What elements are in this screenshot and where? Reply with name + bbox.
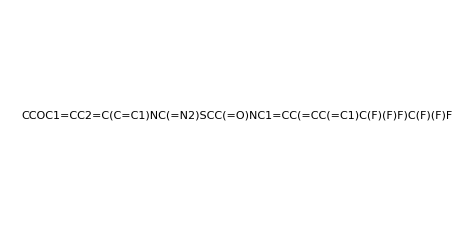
Text: CCOC1=CC2=C(C=C1)NC(=N2)SCC(=O)NC1=CC(=CC(=C1)C(F)(F)F)C(F)(F)F: CCOC1=CC2=C(C=C1)NC(=N2)SCC(=O)NC1=CC(=C… <box>21 110 453 121</box>
